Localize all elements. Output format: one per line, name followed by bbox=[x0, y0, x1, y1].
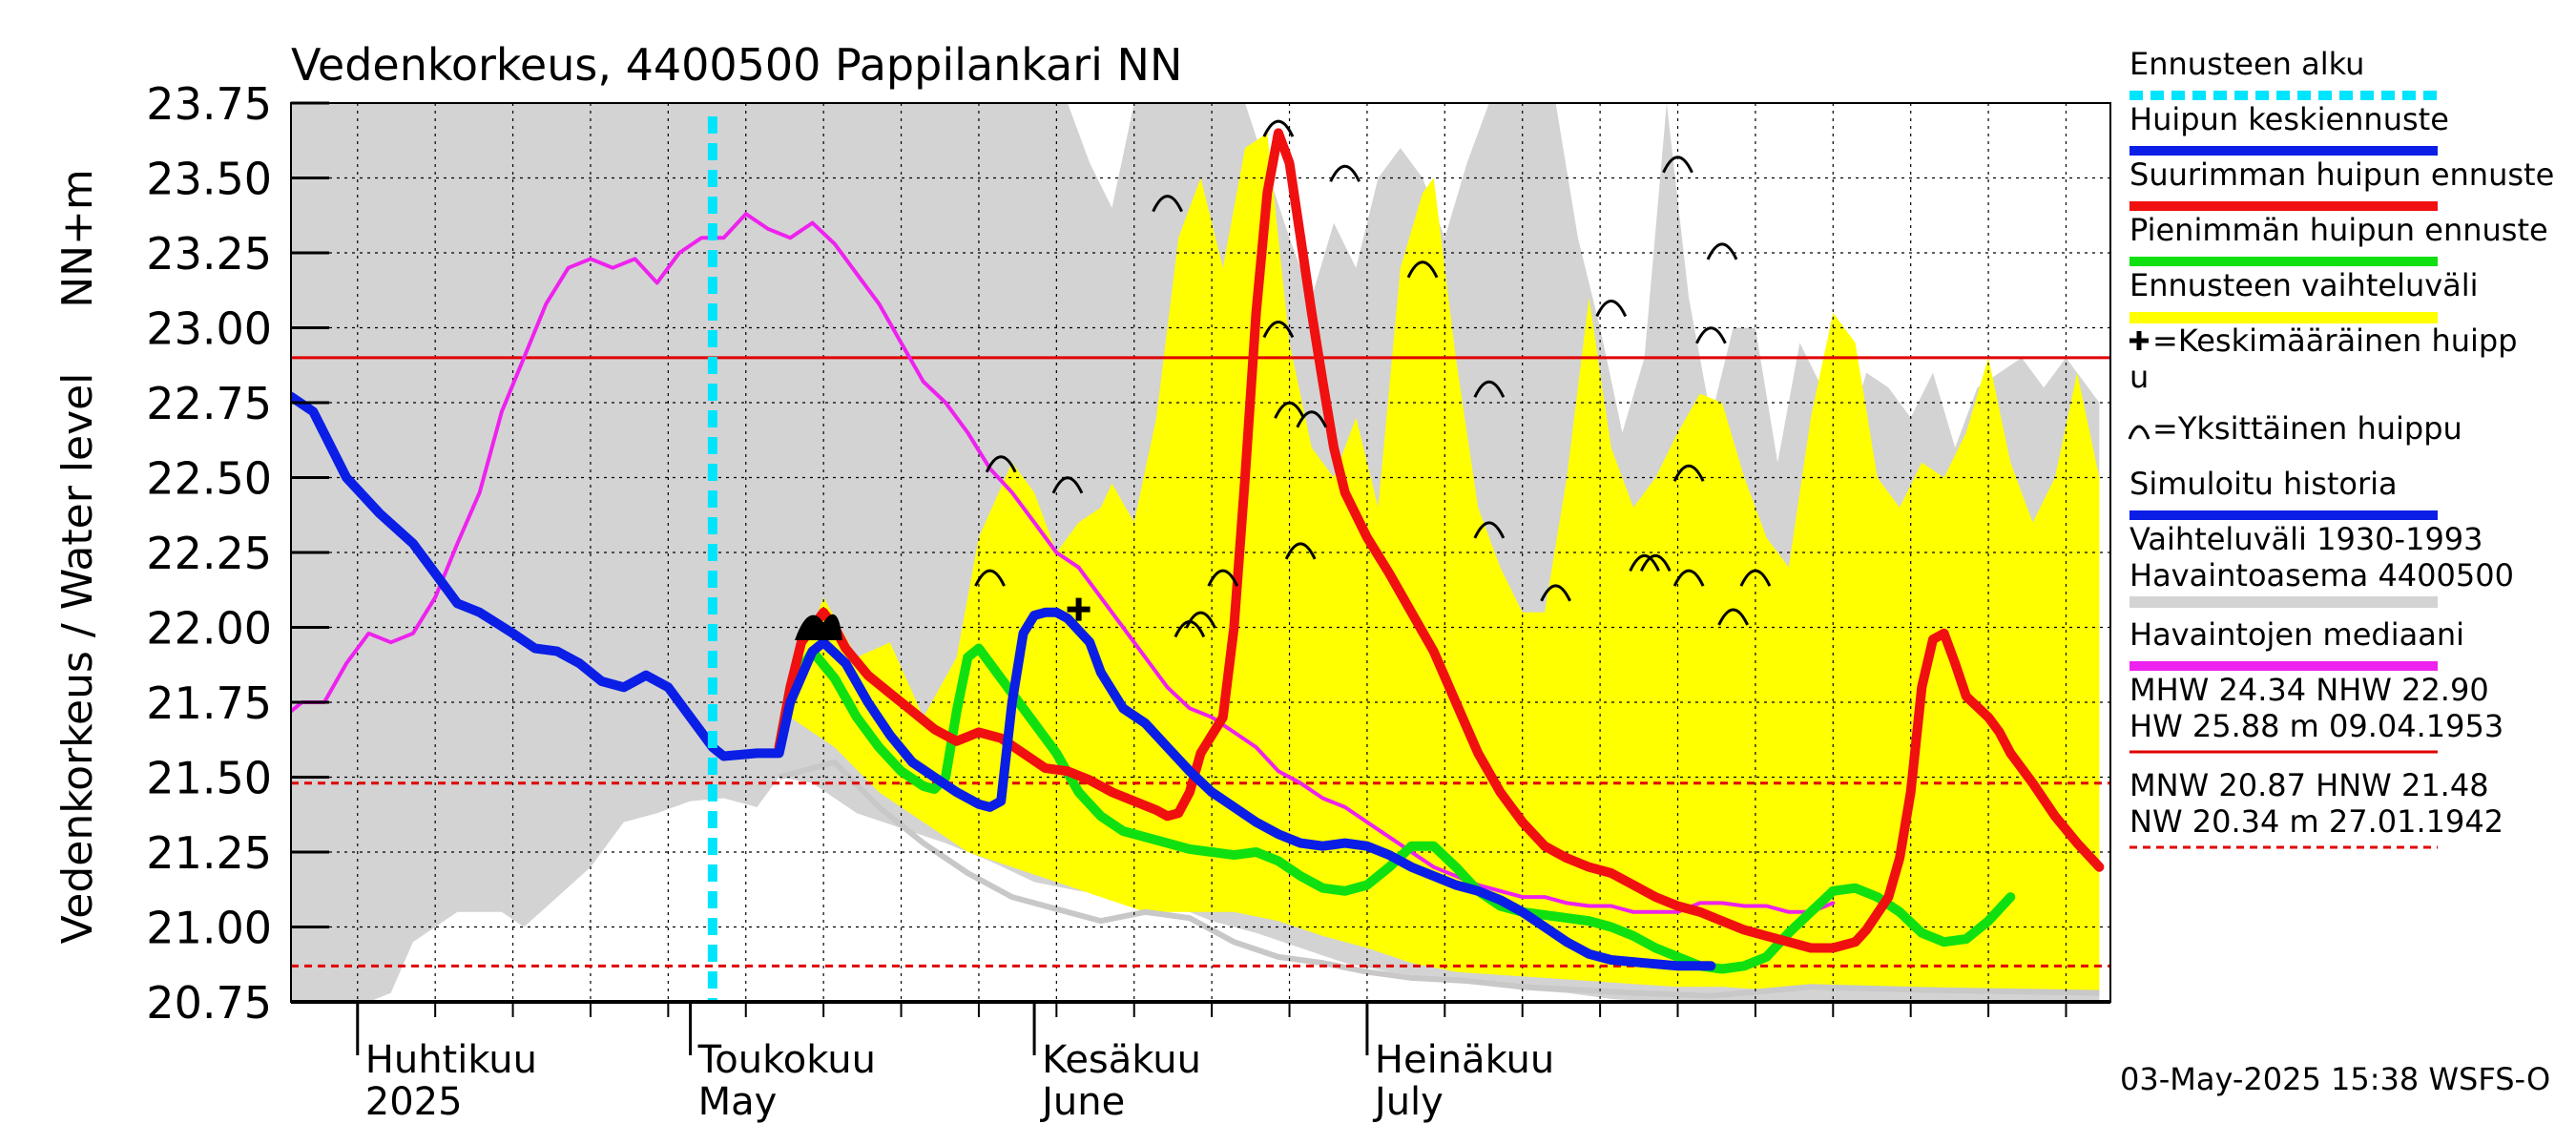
x-month-label-en: May bbox=[698, 1080, 778, 1124]
individual-peak-marker bbox=[1262, 119, 1295, 137]
individual-peak-marker bbox=[1717, 608, 1750, 626]
y-tick-label: 22.00 bbox=[146, 603, 272, 655]
y-tick-label: 22.50 bbox=[146, 453, 272, 505]
series-line-1 bbox=[291, 391, 1716, 971]
x-month-label-en: 2025 bbox=[365, 1080, 463, 1124]
legend-label: Simuloitu historia bbox=[2129, 466, 2398, 502]
individual-peak-marker bbox=[1639, 553, 1672, 572]
legend-swatch bbox=[2129, 596, 2438, 608]
series-line-4 bbox=[291, 212, 1836, 914]
y-tick-label: 20.75 bbox=[146, 977, 272, 1029]
legend-label-2: u bbox=[2129, 359, 2149, 395]
individual-peak-marker bbox=[1051, 476, 1084, 494]
x-month-label-en: July bbox=[1372, 1080, 1444, 1124]
individual-peak-marker bbox=[974, 569, 1006, 587]
y-axis-unit: NN+m bbox=[53, 169, 102, 308]
series-line-2 bbox=[774, 128, 2105, 953]
y-tick-label: 22.75 bbox=[146, 378, 272, 429]
mean-peak-marker bbox=[1067, 597, 1091, 621]
x-month-label-en: June bbox=[1039, 1080, 1125, 1124]
individual-peak-marker bbox=[1672, 464, 1705, 482]
individual-peak-marker bbox=[1274, 401, 1305, 419]
chart-title: Vedenkorkeus, 4400500 Pappilankari NN bbox=[291, 39, 1182, 91]
individual-peak-marker bbox=[1262, 321, 1295, 339]
x-month-label-fi: Toukokuu bbox=[697, 1038, 876, 1082]
y-tick-label: 23.50 bbox=[146, 154, 272, 205]
legend-label: Huipun keskiennuste bbox=[2129, 101, 2449, 137]
x-month-label-fi: Huhtikuu bbox=[365, 1038, 537, 1082]
individual-peak-marker bbox=[985, 455, 1017, 473]
y-tick-label: 23.25 bbox=[146, 228, 272, 280]
x-month-label-fi: Heinäkuu bbox=[1375, 1038, 1554, 1082]
legend-label: Pienimmän huipun ennuste bbox=[2129, 212, 2548, 248]
legend-swatch bbox=[2129, 312, 2438, 323]
individual-peak-marker bbox=[1706, 242, 1738, 260]
legend-label: MNW 20.87 HNW 21.48 bbox=[2129, 767, 2489, 803]
individual-peak-marker bbox=[1672, 569, 1705, 587]
individual-peak-marker bbox=[1185, 611, 1216, 629]
individual-peak-marker bbox=[1152, 195, 1183, 213]
individual-peak-marker bbox=[1662, 156, 1693, 174]
legend-label-2: NW 20.34 m 27.01.1942 bbox=[2129, 803, 2503, 840]
individual-peak-marker bbox=[1540, 584, 1571, 602]
individual-peak-marker bbox=[1629, 553, 1660, 572]
legend-arc-icon bbox=[2128, 425, 2150, 440]
x-month-label-fi: Kesäkuu bbox=[1042, 1038, 1201, 1082]
legend-plus-icon bbox=[2129, 331, 2149, 350]
legend-label: =Yksittäinen huippu bbox=[2152, 410, 2462, 447]
axes-layer: 20.75 21.00 21.25 21.50 21.75 22.00 22.25 22.50… bbox=[146, 78, 2111, 1124]
legend-label-2: HW 25.88 m 09.04.1953 bbox=[2129, 708, 2503, 744]
y-tick-label: 22.25 bbox=[146, 528, 272, 579]
legend-label-2: Havaintoasema 4400500 bbox=[2129, 557, 2514, 593]
legend-label: =Keskimääräinen huipp bbox=[2152, 323, 2518, 359]
legend-label: MHW 24.34 NHW 22.90 bbox=[2129, 672, 2489, 708]
y-tick-label: 21.75 bbox=[146, 677, 272, 729]
footer-timestamp: 03-May-2025 15:38 WSFS-O bbox=[2120, 1061, 2550, 1097]
y-axis-label: Vedenkorkeus / Water level bbox=[53, 373, 102, 945]
individual-peak-marker bbox=[1473, 521, 1506, 539]
individual-peak-marker bbox=[1207, 569, 1239, 587]
y-tick-label: 21.50 bbox=[146, 753, 272, 804]
individual-peak-marker bbox=[1473, 380, 1506, 398]
y-tick-label: 21.00 bbox=[146, 903, 272, 954]
historical-range-inner-line bbox=[778, 759, 2100, 999]
legend-label: Ennusteen vaihteluväli bbox=[2129, 267, 2479, 303]
individual-peak-marker bbox=[1329, 164, 1361, 182]
legend-label: Suurimman huipun ennuste bbox=[2129, 156, 2554, 193]
individual-peak-marker bbox=[1296, 410, 1328, 428]
legend-label: Ennusteen alku bbox=[2129, 46, 2364, 82]
series-layer bbox=[291, 116, 2105, 1002]
individual-peak-marker bbox=[1406, 260, 1439, 279]
y-tick-label: 23.75 bbox=[146, 78, 272, 130]
observed-peak-cluster bbox=[794, 614, 842, 640]
legend-label: Vaihteluväli 1930-1993 bbox=[2129, 521, 2483, 557]
individual-peak-marker bbox=[1695, 326, 1727, 344]
individual-peak-marker bbox=[1595, 300, 1628, 318]
peaks-layer bbox=[794, 119, 1772, 640]
individual-peak-marker bbox=[1739, 569, 1772, 587]
y-tick-label: 21.25 bbox=[146, 827, 272, 879]
individual-peak-marker bbox=[1284, 542, 1317, 560]
legend-label: Havaintojen mediaani bbox=[2129, 616, 2464, 653]
y-tick-label: 23.00 bbox=[146, 303, 272, 355]
legend: Ennusteen alku Huipun keskiennuste Suurimm… bbox=[2128, 46, 2554, 849]
series-line-3 bbox=[774, 643, 2016, 974]
